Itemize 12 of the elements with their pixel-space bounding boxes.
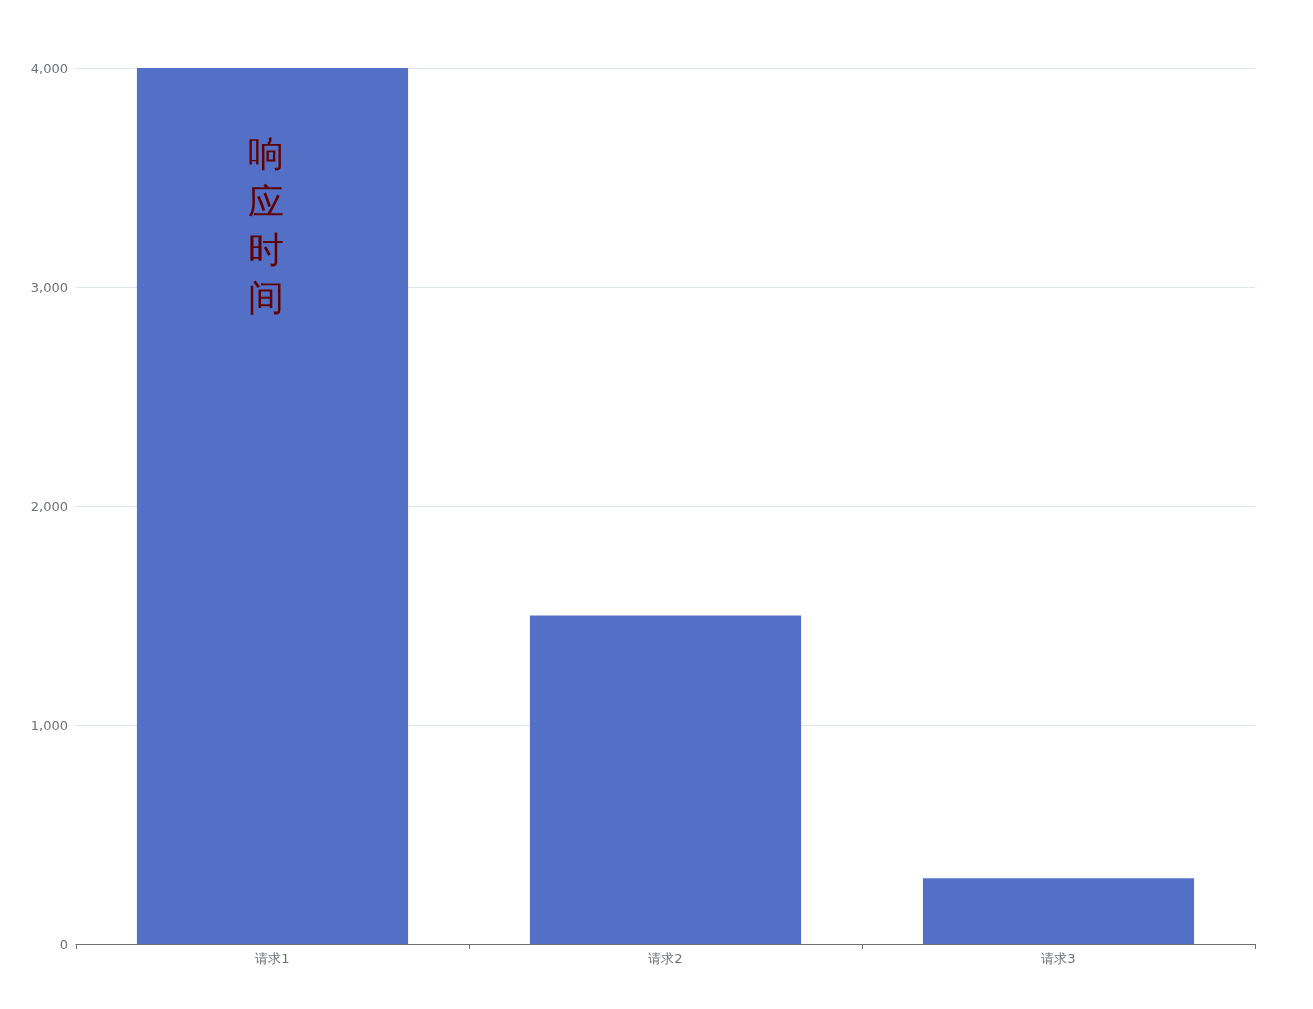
y-tick-label: 3,000 [30,279,68,295]
y-tick-label: 0 [59,936,68,952]
x-tick-label: 请求1 [255,951,290,966]
y-tick-label: 2,000 [30,498,68,514]
x-tick-label: 请求3 [1041,951,1076,966]
bar [922,878,1195,944]
bar [136,68,409,944]
x-tick-label: 请求2 [648,951,683,966]
y-tick-label: 4,000 [30,60,68,76]
annotation: 响应时间 [246,132,285,320]
y-tick-label: 1,000 [30,717,68,733]
bar [529,615,802,944]
